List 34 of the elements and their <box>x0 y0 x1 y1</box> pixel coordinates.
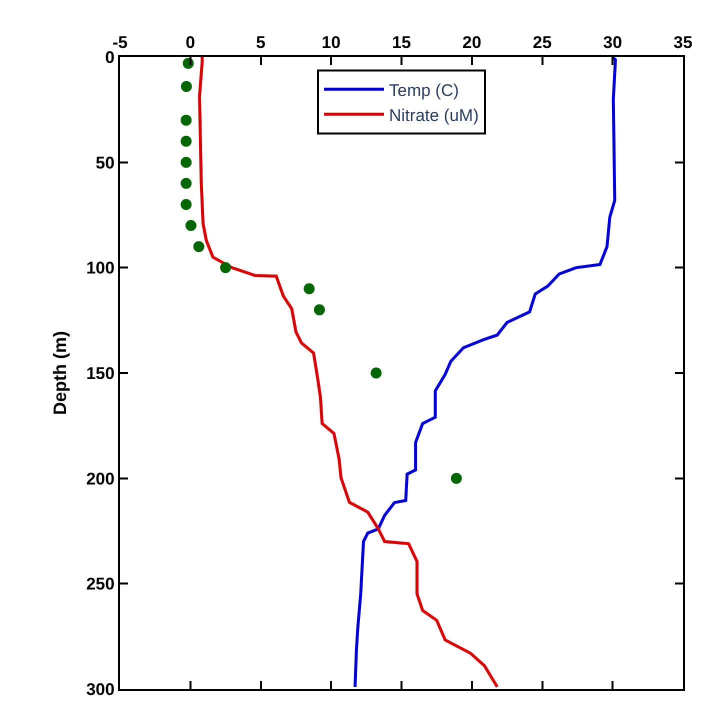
x-tick-label: 5 <box>256 33 266 52</box>
y-tick-label: 300 <box>86 680 115 699</box>
y-tick-label: 150 <box>86 364 115 383</box>
point <box>450 472 462 484</box>
point <box>180 178 192 189</box>
point <box>180 136 192 147</box>
point <box>180 198 192 210</box>
point <box>180 80 192 92</box>
y-axis-title: Depth (m) <box>50 331 70 415</box>
x-tick-label: 15 <box>392 33 411 52</box>
y-tick-label: 50 <box>96 153 115 172</box>
x-tick-label: -5 <box>112 33 128 52</box>
x-tick-label: 30 <box>603 33 622 52</box>
point <box>304 283 315 294</box>
point <box>180 114 192 126</box>
point <box>220 262 232 274</box>
point <box>314 304 325 316</box>
y-tick-label: 100 <box>86 258 115 278</box>
x-tick-label: 0 <box>186 33 196 52</box>
y-tick-label: 250 <box>86 574 115 594</box>
point <box>370 368 382 378</box>
legend-label: Temp (C) <box>389 80 459 100</box>
x-tick-label: 35 <box>674 33 692 52</box>
x-tick-label: 10 <box>322 33 341 52</box>
x-tick-label: 25 <box>532 33 552 52</box>
point <box>185 220 196 232</box>
point <box>180 156 192 168</box>
line-series <box>354 57 617 688</box>
x-tick-label: 20 <box>462 33 482 52</box>
legend-label: Nitrate (uM) <box>389 106 479 125</box>
y-tick-label: 0 <box>105 48 115 67</box>
y-tick-label: 200 <box>86 469 115 488</box>
point <box>193 241 204 252</box>
line-series <box>198 57 499 688</box>
